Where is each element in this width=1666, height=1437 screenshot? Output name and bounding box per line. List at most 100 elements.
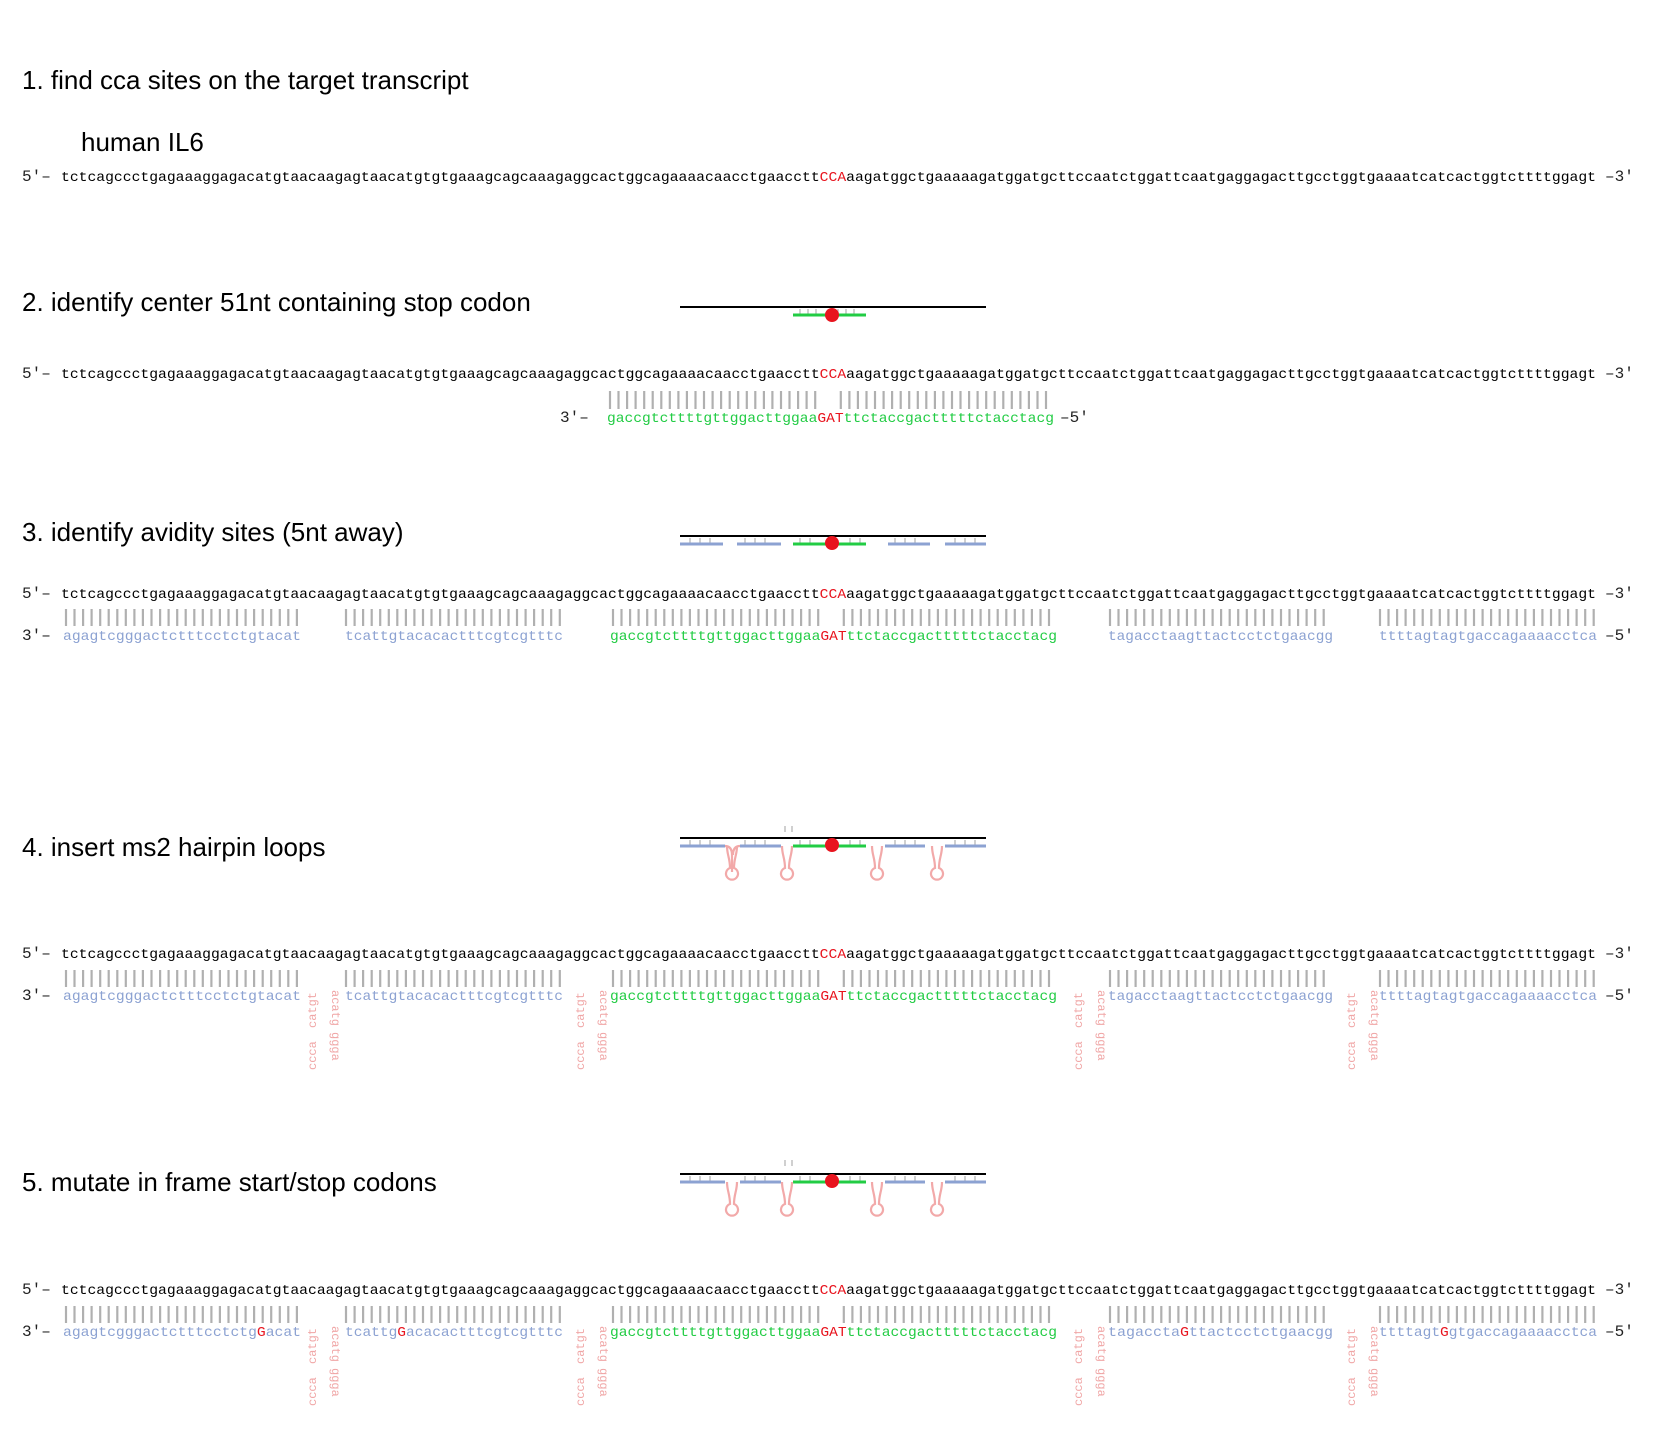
hairpin-loop-left: ccca: [574, 1041, 588, 1070]
mutation-site: G: [1440, 1325, 1449, 1341]
target-sequence: tctcagccctgagaaaggagacatgtaacaagagtaacat…: [61, 170, 1596, 186]
target-3prime-label: –3′: [1605, 585, 1634, 603]
center-pairing: [611, 970, 1051, 987]
hairpin-seq-3: catgt ccca acatg ggga: [1072, 990, 1108, 1070]
center-pairing: [611, 1306, 1051, 1323]
avidity-probe-3: tagacctaagttactcctctgaacgg: [1108, 629, 1333, 645]
target-3prime-label: –3′: [1605, 168, 1634, 186]
hairpin-stem-left: catgt: [1072, 992, 1086, 1028]
center-probe-sequence: gaccgtcttttgttggacttggaa GATttctaccgacttt…: [610, 1325, 1057, 1341]
hairpin-stem-right: acatg: [596, 1326, 610, 1362]
avidity-probe-1: agagtcgggactctttcctctgtacat: [63, 989, 301, 1005]
probe-5prime-label: –5′: [1605, 627, 1634, 645]
probe-3prime-label: 3′–: [560, 409, 589, 427]
avidity-pairing-3: [1108, 1306, 1325, 1323]
target-5prime-label: 5′–: [22, 1281, 51, 1299]
hairpin-loop-right: ggga: [1094, 1368, 1108, 1397]
step3-heading: 3. identify avidity sites (5nt away): [22, 517, 404, 547]
hairpin-stem-right: acatg: [328, 1326, 342, 1362]
step4-heading: 4. insert ms2 hairpin loops: [22, 832, 325, 862]
avidity-probe-3: tagacctaagttactcctctgaacgg: [1108, 989, 1333, 1005]
hairpin-loop-3: [869, 845, 885, 881]
avidity-pairing-3: [1108, 609, 1325, 626]
hairpin-loop-right: ggga: [596, 1368, 610, 1397]
target-5prime-label: 5′–: [22, 365, 51, 383]
step1-heading: 1. find cca sites on the target transcri…: [22, 65, 469, 95]
step1-gene-name: human IL6: [81, 127, 204, 157]
probe-3prime-label: 3′–: [22, 987, 51, 1005]
avidity-pairing-2: [344, 970, 561, 987]
center-probe-sequence: gaccgtcttttgttggacttggaa GATttctaccgacttt…: [610, 989, 1057, 1005]
step2-schematic: [680, 306, 986, 322]
hairpin-loop-right: ggga: [596, 1032, 610, 1061]
hairpin-loop-left: ccca: [1345, 1041, 1359, 1070]
hairpin-seq-1: catgt ccca acatg ggga: [306, 990, 342, 1070]
probe-stop-site: GAT: [817, 411, 843, 427]
hairpin-loop-right: ggga: [328, 1368, 342, 1397]
target-3prime-label: –3′: [1605, 365, 1634, 383]
hairpin-stem-left: catgt: [1345, 1328, 1359, 1364]
target-sequence: tctcagccctgagaaaggagacatgtaacaagagtaacat…: [61, 1283, 1596, 1299]
avidity-pairing-4: [1378, 1306, 1595, 1323]
probe-3prime-label: 3′–: [22, 1323, 51, 1341]
hairpin-stem-right: acatg: [328, 990, 342, 1026]
hairpin-stem-right: acatg: [1094, 1326, 1108, 1362]
probe-5prime-label: –5′: [1605, 987, 1634, 1005]
hairpin-loop-left: ccca: [1072, 1041, 1086, 1070]
target-seq-upstream: tctcagccctgagaaaggagacatgtaacaagagtaacat…: [61, 170, 820, 186]
avidity-probe-4: ttttagtagtgaccagaaaacctca: [1379, 989, 1597, 1005]
mutated-probe-4: ttttagt Ggtgaccagaaaacctca: [1379, 1325, 1597, 1341]
hairpin-stem-left: catgt: [574, 992, 588, 1028]
center-pairing: [611, 609, 1051, 626]
target-cca-site: CCA: [820, 170, 847, 186]
avidity-probe-1: agagtcgggactctttcctctgtacat: [63, 629, 301, 645]
probe-stop-site: GAT: [820, 1325, 846, 1341]
mutated-probe-3: tagaccta Gttactcctctgaacgg: [1108, 1325, 1333, 1341]
hairpin-stem-left: catgt: [306, 992, 320, 1028]
hairpin-stem-left: catgt: [306, 1328, 320, 1364]
center-probe-sequence: gaccgtcttttgttggacttggaa GATttctaccgacttt…: [610, 629, 1057, 645]
probe-5prime-label: –5′: [1605, 1323, 1634, 1341]
avidity-pairing-2: [344, 609, 561, 626]
target-seq-downstream: aagatggctgaaaaagatggatgcttccaatctggattca…: [846, 170, 1596, 186]
avidity-pairing-1: [64, 609, 298, 626]
avidity-probe-4: ttttagtagtgaccagaaaacctca: [1379, 629, 1597, 645]
avidity-probe-2: tcattgtacacactttcgtcgtttc: [345, 629, 563, 645]
hairpin-loop-4: [929, 845, 945, 881]
hairpin-stem-left: catgt: [1072, 1328, 1086, 1364]
probe-stop-site: GAT: [820, 629, 846, 645]
target-3prime-label: –3′: [1605, 945, 1634, 963]
hairpin-loop-right: ggga: [328, 1032, 342, 1061]
hairpin-loop-left: ccca: [306, 1041, 320, 1070]
step3-schematic: [680, 535, 986, 550]
avidity-pairing-2: [344, 1306, 561, 1323]
hairpin-seq-2: catgt ccca acatg ggga: [574, 1326, 610, 1406]
step5-schematic: [680, 1160, 986, 1217]
hairpin-stem-right: acatg: [1367, 1326, 1381, 1362]
hairpin-seq-4: catgt ccca acatg ggga: [1345, 1326, 1381, 1406]
target-cca-site: CCA: [820, 367, 847, 383]
schematic-site-marker: [825, 308, 839, 322]
hairpin-seq-3: catgt ccca acatg ggga: [1072, 1326, 1108, 1406]
target-cca-site: CCA: [820, 587, 847, 603]
hairpin-stem-right: acatg: [1367, 990, 1381, 1026]
avidity-pairing-4: [1378, 970, 1595, 987]
mutation-site: G: [257, 1325, 266, 1341]
mutation-site: G: [397, 1325, 406, 1341]
avidity-pairing-1: [64, 1306, 298, 1323]
hairpin-loop-2: [779, 845, 795, 881]
hairpin-stem-right: acatg: [1094, 990, 1108, 1026]
probe-stop-site: GAT: [820, 989, 846, 1005]
hairpin-stem-left: catgt: [1345, 992, 1359, 1028]
target-cca-site: CCA: [820, 947, 847, 963]
hairpin-loop-right: ggga: [1367, 1032, 1381, 1061]
target-5prime-label: 5′–: [22, 585, 51, 603]
hairpin-loop-left: ccca: [1072, 1377, 1086, 1406]
target-sequence: tctcagccctgagaaaggagacatgtaacaagagtaacat…: [61, 367, 1596, 383]
hairpin-loop-left: ccca: [306, 1377, 320, 1406]
target-3prime-label: –3′: [1605, 1281, 1634, 1299]
mutated-probe-2: tcattg Gacacactttcgtcgtttc: [345, 1325, 563, 1341]
avidity-pairing-3: [1108, 970, 1325, 987]
hairpin-loop-left: ccca: [574, 1377, 588, 1406]
